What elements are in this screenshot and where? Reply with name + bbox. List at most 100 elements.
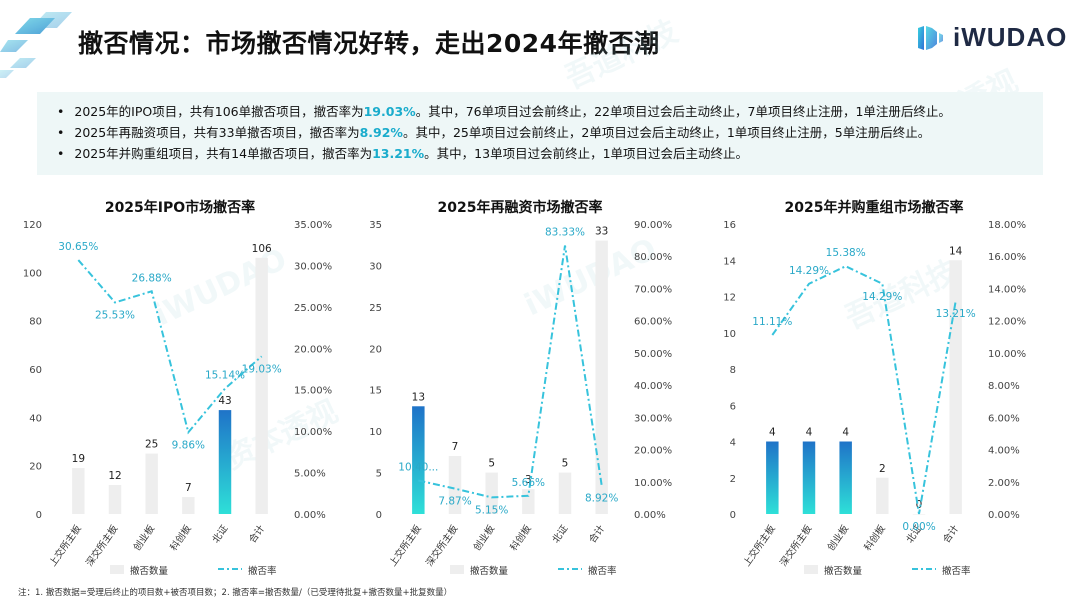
x-tick-label: 创业板: [825, 522, 851, 553]
y-tick-left: 80: [29, 317, 42, 328]
corner-decoration: [0, 12, 72, 78]
refinancing-chart: 2025年再融资市场撤否率051015202530350.00%10.00%20…: [369, 199, 672, 577]
bar-value-label: 43: [218, 395, 231, 407]
y-tick-left: 10: [369, 427, 382, 438]
y-tick-left: 6: [730, 401, 736, 412]
y-tick-left: 10: [723, 329, 736, 340]
bar-value-label: 7: [452, 441, 459, 453]
y-tick-right: 40.00%: [634, 381, 672, 392]
y-tick-left: 20: [29, 462, 42, 473]
y-tick-left: 20: [369, 344, 382, 355]
bar-value-label: 13: [412, 391, 425, 403]
bar-value-label: 4: [806, 427, 813, 439]
bar-value-label: 14: [949, 245, 963, 257]
bar: [182, 497, 195, 514]
bar-value-label: 12: [108, 470, 121, 482]
rate-label: 30.65%: [58, 241, 98, 253]
bar: [145, 453, 158, 514]
rate-label: 15.14%: [205, 370, 245, 382]
ipo-chart: 2025年IPO市场撤否率 0 20 40 60 80 100 120 0.00% 5.00% 10…: [23, 199, 332, 577]
legend-bar-swatch: [450, 565, 464, 574]
y-tick-right: 25.00%: [294, 303, 332, 314]
x-tick-label: 合计: [940, 522, 961, 545]
x-tick-label: 深交所主板: [423, 522, 460, 568]
rate-line: [771, 265, 957, 515]
bar-value-label: 7: [185, 482, 192, 494]
y-tick-right: 5.00%: [294, 469, 326, 480]
y-tick-right: 0.00%: [634, 510, 666, 521]
bar: [72, 468, 85, 514]
x-tick-label: 创业板: [471, 522, 497, 553]
x-tick-label: 北证: [551, 523, 571, 545]
rate-label: 10.40...: [398, 461, 438, 473]
y-tick-right: 0.00%: [988, 510, 1020, 521]
bar-value-label: 3: [525, 474, 532, 486]
rate-label: 25.53%: [95, 309, 135, 321]
rate-label: 8.92%: [585, 492, 618, 504]
y-tick-left: 2: [730, 474, 736, 485]
x-tick-label: 上交所主板: [47, 522, 84, 568]
bar-value-label: 4: [842, 427, 849, 439]
bar-value-label: 4: [769, 427, 776, 439]
y-tick-left: 8: [730, 365, 736, 376]
y-tick-right: 18.00%: [988, 220, 1026, 231]
y-tick-right: 0.00%: [294, 510, 326, 521]
rate-label: 13.21%: [936, 308, 976, 320]
y-tick-left: 25: [369, 303, 382, 314]
y-tick-left: 4: [730, 438, 736, 449]
bar-value-label: 2: [879, 463, 886, 475]
y-tick-left: 0: [376, 510, 382, 521]
rate-label: 0.00%: [902, 521, 935, 533]
x-tick-label: 上交所主板: [741, 522, 778, 568]
y-tick-right: 16.00%: [988, 252, 1026, 263]
x-tick-label: 科创板: [862, 522, 888, 553]
chart-title: 2025年并购重组市场撤否率: [785, 199, 964, 216]
x-tick-label: 科创板: [168, 522, 194, 553]
bar: [876, 477, 889, 514]
y-tick-right: 12.00%: [988, 317, 1026, 328]
y-tick-left: 40: [29, 413, 42, 424]
footnote: 注：1. 撤否数据=受理后终止的项目数+被否项目数；2. 撤否率=撤否数量/（已…: [18, 588, 453, 598]
rate-label: 14.29%: [789, 265, 829, 277]
x-tick-label: 深交所主板: [777, 522, 814, 568]
y-tick-left: 120: [23, 220, 42, 231]
y-tick-right: 10.00%: [988, 349, 1026, 360]
rate-label: 15.38%: [826, 247, 866, 259]
y-tick-left: 16: [723, 220, 736, 231]
y-tick-right: 20.00%: [294, 344, 332, 355]
y-tick-left: 14: [723, 256, 736, 267]
legend-bar-label: 撤否数量: [824, 565, 863, 577]
brand-logo: iWUDAO: [915, 22, 1067, 53]
bar: [949, 260, 962, 514]
y-tick-right: 50.00%: [634, 349, 672, 360]
y-tick-right: 60.00%: [634, 317, 672, 328]
rate-line: [77, 259, 263, 435]
x-tick-label: 北证: [211, 523, 231, 545]
bar: [802, 441, 816, 514]
x-tick-label: 深交所主板: [83, 522, 120, 568]
y-tick-left: 15: [369, 386, 382, 397]
bar: [912, 514, 926, 515]
y-tick-left: 35: [369, 220, 382, 231]
summary-box: 2025年的IPO项目，共有106单撤否项目，撤否率为19.03%。其中，76单…: [37, 92, 1043, 175]
y-tick-left: 100: [23, 268, 42, 279]
mna-chart: 2025年并购重组市场撤否率 0 2 4 6 8 10 12 14 16 0.00% 2.00% 4.0…: [723, 199, 1026, 577]
summary-item: 2025年再融资项目，共有33单撤否项目，撤否率为8.92%。其中，25单项目过…: [57, 122, 1043, 143]
x-tick-label: 科创板: [508, 522, 534, 553]
bar: [412, 406, 425, 514]
y-tick-left: 5: [376, 469, 382, 480]
bar-value-label: 33: [595, 226, 608, 238]
legend-bar-swatch: [804, 565, 818, 574]
bar: [255, 257, 268, 514]
legend-bar-label: 撤否数量: [470, 565, 509, 577]
y-tick-right: 6.00%: [988, 413, 1020, 424]
y-tick-left: 0: [730, 510, 736, 521]
y-tick-right: 10.00%: [294, 427, 332, 438]
y-tick-right: 8.00%: [988, 381, 1020, 392]
brand-name: iWUDAO: [953, 22, 1068, 52]
legend-bar-label: 撤否数量: [130, 565, 169, 577]
rate-label: 19.03%: [242, 363, 282, 375]
rate-label: 7.87%: [438, 496, 471, 508]
bar: [218, 410, 232, 514]
y-tick-left: 30: [369, 261, 382, 272]
